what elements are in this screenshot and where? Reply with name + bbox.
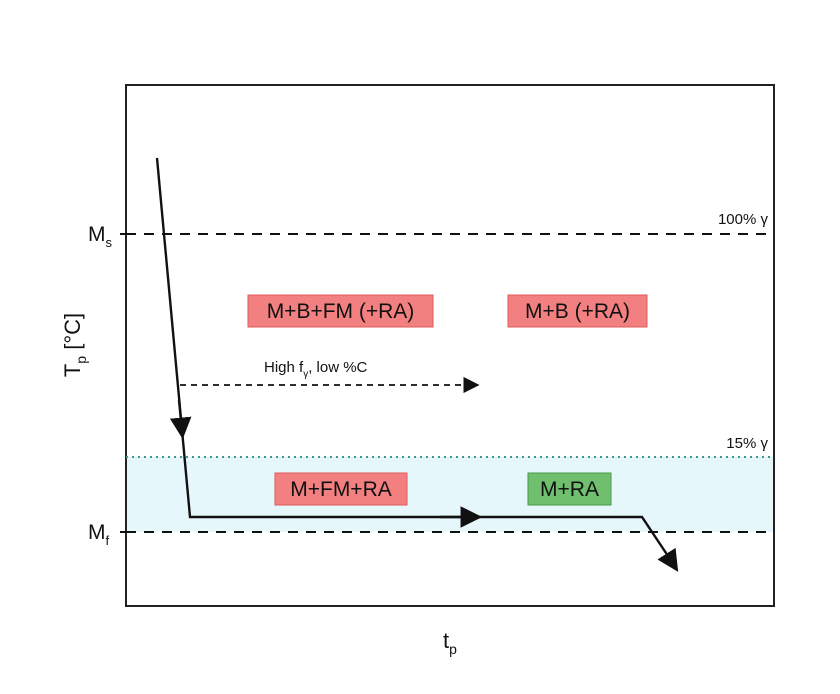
region-label: M+RA bbox=[540, 478, 599, 501]
y-axis-title: Tp [°C] bbox=[60, 313, 89, 377]
mf-label: Mf bbox=[88, 521, 110, 548]
annotation-text: High fγ, low %C bbox=[264, 359, 368, 380]
cooling-path bbox=[155, 157, 677, 569]
ms-label: Ms bbox=[88, 223, 113, 250]
region-label: M+B (+RA) bbox=[525, 300, 630, 323]
plot-frame bbox=[125, 84, 775, 607]
region-label: M+FM+RA bbox=[290, 478, 392, 501]
region-box-m-b-ra: M+B (+RA) bbox=[507, 294, 648, 328]
region-box-m-b-fm-ra: M+B+FM (+RA) bbox=[247, 294, 434, 328]
partitioning-band bbox=[126, 457, 774, 532]
region-label: M+B+FM (+RA) bbox=[267, 300, 415, 323]
dotted-line-label: 15% γ bbox=[726, 435, 768, 452]
path-arrow-end bbox=[657, 547, 679, 572]
path-arrow-down bbox=[169, 399, 192, 440]
region-box-m-fm-ra: M+FM+RA bbox=[274, 472, 408, 506]
region-box-m-ra: M+RA bbox=[527, 472, 612, 506]
x-axis-title: tp bbox=[443, 628, 457, 657]
top-line-label: 100% γ bbox=[718, 211, 769, 228]
